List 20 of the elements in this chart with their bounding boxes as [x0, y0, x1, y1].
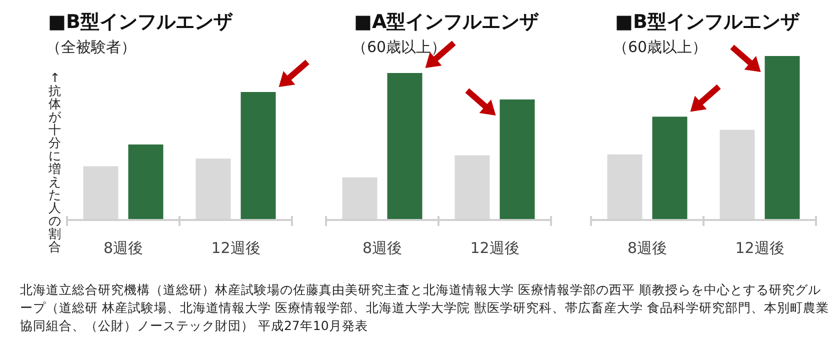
text: 北海道立総合研究機構（道総研）林産試験場の佐藤真由美研究主査と北海道情報大学 医療情報学部の西平 順教授らを中心とする研究グループ（道総研 林産試験場、北海道情報大学 医療情報学部、北海道大学大学院 獣医学研究科、帯広畜産大学 食品科学研究部門、本別町農業協同組合、（公財）ノーステック財団） 平成27年10月発表 [20, 281, 830, 335]
bar [387, 73, 422, 220]
bar [240, 92, 276, 220]
x-tick-label: 8週後 [362, 239, 402, 257]
x-tick-label: 8週後 [627, 239, 668, 257]
text: ↑抗体が十分に増えた人の割合 [48, 70, 62, 254]
x-tick-label: 12週後 [735, 239, 784, 257]
x-tick-label: 8週後 [103, 239, 144, 257]
chart-subtitle: （60歳以上） [613, 38, 708, 56]
bar [128, 144, 164, 220]
x-tick-label: 12週後 [211, 239, 260, 257]
chart-subtitle: （60歳以上） [352, 38, 446, 56]
x-tick-label: 12週後 [470, 239, 520, 257]
bar [764, 56, 800, 220]
chart-subtitle: （全被験者） [46, 38, 136, 56]
chart-title: ■B型インフルエンザ [48, 11, 234, 33]
chart-title: ■A型インフルエンザ [354, 11, 540, 33]
bar [500, 99, 535, 220]
bar [652, 116, 688, 220]
chart-title: ■B型インフルエンザ [615, 11, 800, 33]
